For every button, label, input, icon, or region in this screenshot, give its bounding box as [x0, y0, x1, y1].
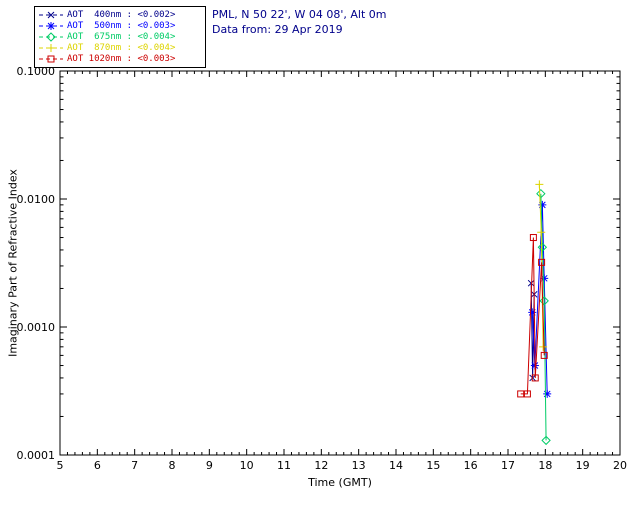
- svg-text:17: 17: [501, 459, 515, 472]
- svg-text:11: 11: [277, 459, 291, 472]
- svg-text:9: 9: [206, 459, 213, 472]
- legend-label: AOT 500nm : <0.003>: [67, 21, 176, 31]
- legend-item: AOT 400nm : <0.002>: [38, 10, 202, 20]
- svg-text:15: 15: [426, 459, 440, 472]
- legend-item: AOT 500nm : <0.003>: [38, 21, 202, 31]
- svg-text:0.1000: 0.1000: [17, 65, 56, 78]
- svg-text:13: 13: [352, 459, 366, 472]
- svg-text:20: 20: [613, 459, 627, 472]
- plot-header: PML, N 50 22', W 04 08', Alt 0m Data fro…: [212, 7, 386, 37]
- svg-text:6: 6: [94, 459, 101, 472]
- svg-text:16: 16: [464, 459, 478, 472]
- square-marker-swatch: [39, 55, 63, 63]
- y-axis-label: Imaginary Part of Refractive Index: [6, 169, 20, 357]
- svg-text:18: 18: [538, 459, 552, 472]
- x-marker-swatch: [39, 11, 63, 19]
- svg-text:10: 10: [240, 459, 254, 472]
- legend-item: AOT 1020nm : <0.003>: [38, 54, 202, 64]
- svg-text:0.0010: 0.0010: [17, 321, 56, 334]
- svg-text:12: 12: [314, 459, 328, 472]
- asterisk-marker-swatch: [39, 22, 63, 30]
- svg-text:0.0001: 0.0001: [17, 449, 56, 462]
- legend-item: AOT 870nm : <0.004>: [38, 43, 202, 53]
- data-date-text: Data from: 29 Apr 2019: [212, 23, 343, 36]
- svg-text:8: 8: [169, 459, 176, 472]
- site-location-text: PML, N 50 22', W 04 08', Alt 0m: [212, 8, 387, 21]
- legend-box: AOT 400nm : <0.002> AOT 500nm : <0.003> AO…: [34, 6, 206, 68]
- svg-text:0.0100: 0.0100: [17, 193, 56, 206]
- legend-label: AOT 1020nm : <0.003>: [67, 54, 176, 64]
- legend-label: AOT 400nm : <0.002>: [67, 10, 176, 20]
- diamond-marker-swatch: [39, 32, 63, 42]
- svg-text:14: 14: [389, 459, 403, 472]
- legend-label: AOT 870nm : <0.004>: [67, 43, 176, 53]
- svg-text:7: 7: [131, 459, 138, 472]
- legend-item: AOT 675nm : <0.004>: [38, 32, 202, 42]
- legend-label: AOT 675nm : <0.004>: [67, 32, 176, 42]
- svg-text:19: 19: [576, 459, 590, 472]
- svg-text:5: 5: [57, 459, 64, 472]
- x-axis-label: Time (GMT): [308, 476, 372, 489]
- plus-marker-swatch: [39, 44, 63, 52]
